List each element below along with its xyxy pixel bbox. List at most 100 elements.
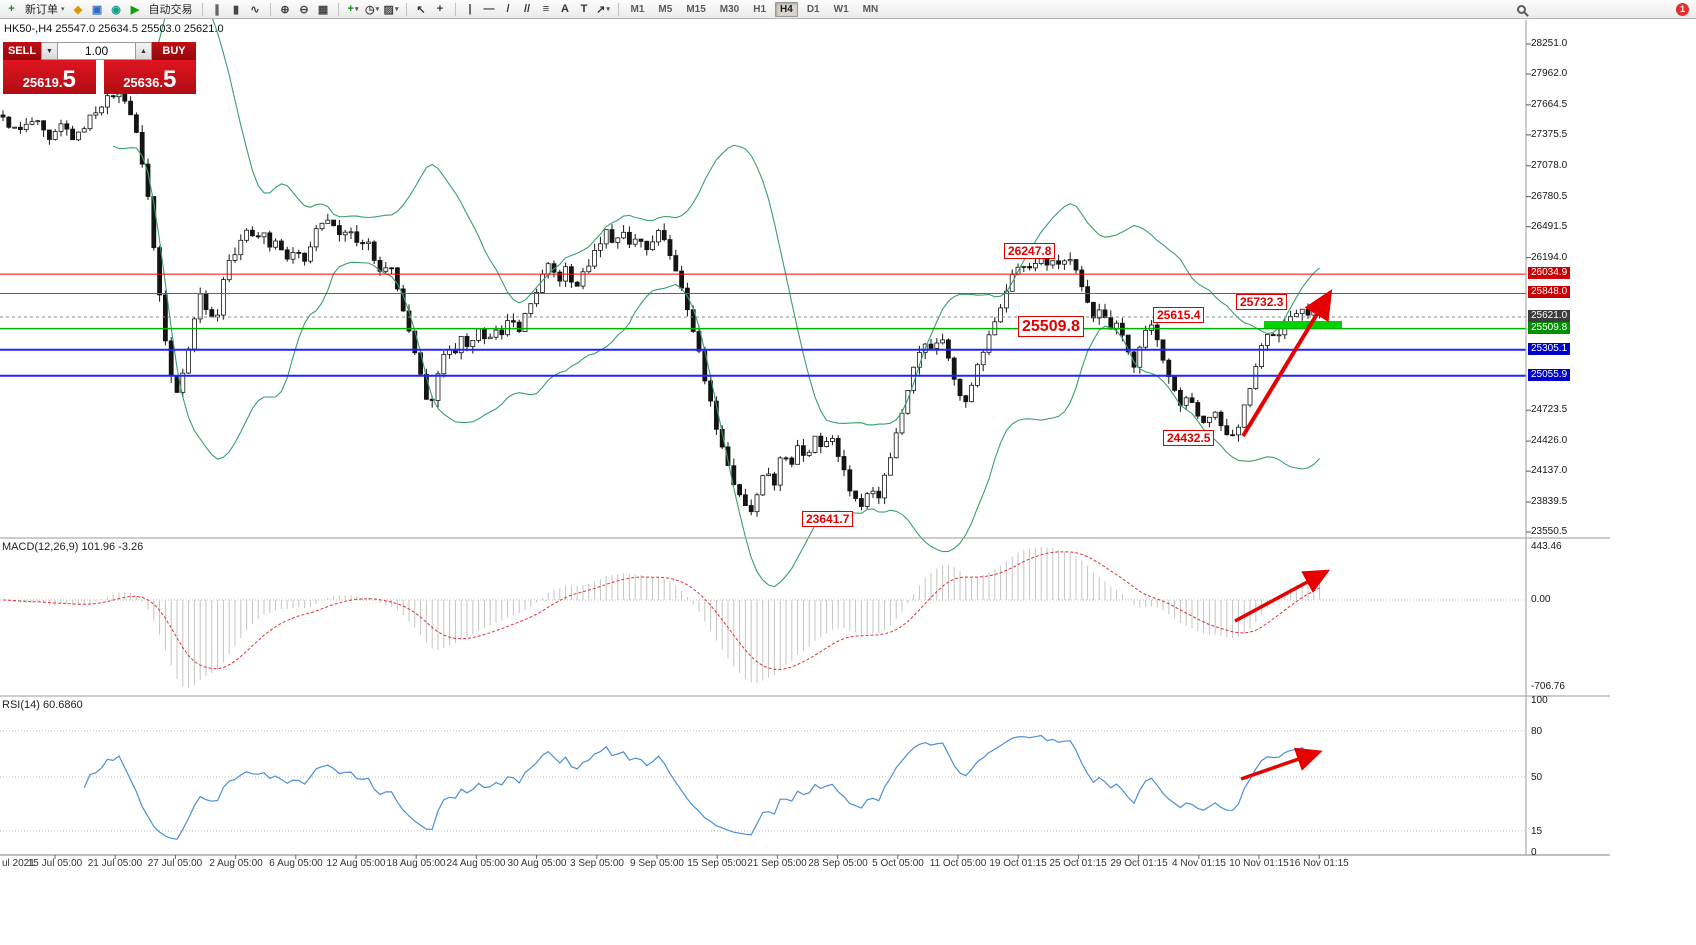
timeframe-button-d1[interactable]: D1 [806,3,820,15]
volume-input[interactable] [58,42,135,60]
candle-body [528,303,534,314]
trade-panel-top-row: SELL ▼ ▲ BUY [3,42,196,60]
candle-body [1224,425,1230,436]
candle-body [336,225,342,236]
volume-decrease-button[interactable]: ▼ [41,42,58,60]
candle-body [441,353,447,375]
candle-body [1172,376,1177,391]
crosshair-icon[interactable]: + [436,3,444,15]
timeframe-button-h1[interactable]: H1 [753,3,767,15]
timeframe-button-m30[interactable]: M30 [719,3,740,15]
new-order-button[interactable]: 新订单 ▾ [22,2,68,17]
candle-body [882,474,887,499]
candle-body [1212,411,1218,418]
candle-body [296,251,302,254]
trend-arrow[interactable] [1241,289,1333,438]
timeframe-button-m5[interactable]: M5 [658,3,673,15]
candle-body [1247,388,1253,406]
candle-body [661,230,667,241]
channel-icon[interactable]: // [523,3,531,15]
sell-button[interactable]: SELL [3,42,41,60]
candle-body [435,373,441,401]
sell-price-main: 25619. [22,74,63,90]
zoom-in-icon[interactable]: ⊕ [280,3,290,16]
candle-body [244,229,250,241]
candle-body [685,287,690,311]
candle-body [673,255,679,272]
candle-body [638,238,644,242]
zoom-out-icon[interactable]: ⊖ [299,3,309,16]
market-watch-icon[interactable]: ▣ [91,3,103,16]
buy-price-button[interactable]: 25636. 5 [103,60,196,94]
trend-arrow[interactable] [1234,569,1331,623]
arrows-tool-icon[interactable]: ↗ ▾ [596,3,610,16]
candle-body [29,121,35,125]
candle-body [157,247,163,296]
candlestick-chart-icon[interactable]: ▮ [232,3,240,16]
new-order-icon[interactable]: + [8,3,15,15]
sell-price-button[interactable]: 25619. 5 [3,60,96,94]
candle-body [1096,309,1102,319]
line-chart-icon[interactable]: ∿ [250,3,260,16]
timeframe-button-h4[interactable]: H4 [775,1,798,17]
candle-body [17,126,23,130]
buy-button[interactable]: BUY [152,42,196,60]
tile-windows-icon[interactable]: ▦ [317,3,329,16]
candle-body [557,271,563,282]
candle-body [656,230,661,243]
autotrade-play-icon[interactable]: ▶ [130,3,140,16]
candle-body [760,475,766,496]
vertical-line-icon[interactable]: | [468,3,472,15]
candle-body [493,329,499,338]
strategy-tester-icon[interactable]: ◉ [111,3,121,16]
candle-body [1027,265,1032,269]
indicators-icon[interactable]: + ▾ [347,3,359,15]
trend-arrow[interactable] [1240,747,1323,781]
candle-body [64,123,70,130]
bar-chart-icon[interactable]: ∥ [214,3,220,16]
candle-body [1270,334,1276,337]
chevron-down-icon: ▾ [375,6,380,13]
timeframe-button-m1[interactable]: M1 [630,3,645,15]
candle-body [1044,258,1050,266]
horizontal-line-icon[interactable]: — [483,3,495,15]
candle-body [249,229,255,237]
text-icon[interactable]: A [561,3,569,15]
timeframe-button-w1[interactable]: W1 [833,3,849,15]
periods-icon[interactable]: ◷ ▾ [364,3,380,16]
label-icon[interactable]: T [580,3,588,15]
trendline-icon[interactable]: / [506,3,510,15]
candle-body [928,343,934,349]
buy-price-pip: 5 [162,66,177,93]
candle-body [859,498,864,507]
highlight-bar[interactable] [1264,321,1342,328]
timeframe-button-mn[interactable]: MN [862,3,879,15]
candle-body [377,259,383,272]
candle-body [284,249,290,260]
autotrade-button[interactable]: 自动交易 [146,2,196,17]
candle-body [360,242,366,245]
candle-body [1183,397,1189,406]
candle-body [1154,324,1160,341]
candle-body [168,340,174,377]
candle-body [812,435,818,453]
candle-body [737,484,742,496]
candle-body [592,249,597,267]
timeframe-button-m15[interactable]: M15 [686,3,706,15]
fibonacci-icon[interactable]: ≡ [542,3,550,15]
candle-body [267,232,273,248]
candle-body [772,473,777,486]
cursor-icon[interactable]: ↖ [416,3,426,16]
candle-body [1201,415,1206,423]
sell-price-pip: 5 [62,66,76,93]
search-icon[interactable] [1517,4,1526,14]
candle-body [1038,258,1044,265]
volume-increase-button[interactable]: ▲ [135,42,152,60]
templates-icon[interactable]: ▨ ▾ [383,3,399,16]
candle-body [1276,334,1282,337]
metaeditor-icon[interactable]: ◆ [73,3,83,16]
candle-body [667,239,673,257]
candle-body [348,231,354,234]
notification-badge[interactable]: 1 [1676,2,1689,16]
